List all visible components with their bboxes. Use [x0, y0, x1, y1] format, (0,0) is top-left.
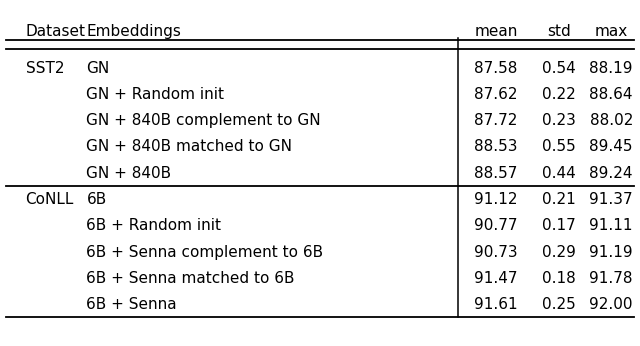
Text: 88.64: 88.64 — [589, 87, 633, 102]
Text: 88.57: 88.57 — [474, 166, 518, 181]
Text: 0.44: 0.44 — [542, 166, 575, 181]
Text: GN + Random init: GN + Random init — [86, 87, 225, 102]
Text: 89.45: 89.45 — [589, 139, 633, 154]
Text: 91.37: 91.37 — [589, 192, 633, 207]
Text: 0.21: 0.21 — [542, 192, 575, 207]
Text: 91.11: 91.11 — [589, 218, 633, 233]
Text: 89.24: 89.24 — [589, 166, 633, 181]
Text: 90.77: 90.77 — [474, 218, 518, 233]
Text: Embeddings: Embeddings — [86, 24, 181, 39]
Text: 0.23: 0.23 — [542, 113, 575, 128]
Text: 88.02: 88.02 — [589, 113, 633, 128]
Text: 90.73: 90.73 — [474, 245, 518, 260]
Text: 6B: 6B — [86, 192, 107, 207]
Text: GN + 840B matched to GN: GN + 840B matched to GN — [86, 139, 292, 154]
Text: 6B + Senna: 6B + Senna — [86, 297, 177, 312]
Text: 0.17: 0.17 — [542, 218, 575, 233]
Text: 0.29: 0.29 — [542, 245, 575, 260]
Text: 6B + Senna matched to 6B: 6B + Senna matched to 6B — [86, 271, 295, 286]
Text: 88.53: 88.53 — [474, 139, 518, 154]
Text: 87.58: 87.58 — [474, 61, 518, 75]
Text: Dataset: Dataset — [26, 24, 86, 39]
Text: 0.54: 0.54 — [542, 61, 575, 75]
Text: 91.47: 91.47 — [474, 271, 518, 286]
Text: 91.78: 91.78 — [589, 271, 633, 286]
Text: 6B + Random init: 6B + Random init — [86, 218, 221, 233]
Text: 87.62: 87.62 — [474, 87, 518, 102]
Text: max: max — [595, 24, 628, 39]
Text: 87.72: 87.72 — [474, 113, 518, 128]
Text: 91.61: 91.61 — [474, 297, 518, 312]
Text: GN + 840B: GN + 840B — [86, 166, 172, 181]
Text: GN + 840B complement to GN: GN + 840B complement to GN — [86, 113, 321, 128]
Text: 0.55: 0.55 — [542, 139, 575, 154]
Text: 91.19: 91.19 — [589, 245, 633, 260]
Text: mean: mean — [474, 24, 518, 39]
Text: SST2: SST2 — [26, 61, 64, 75]
Text: 0.18: 0.18 — [542, 271, 575, 286]
Text: CoNLL: CoNLL — [26, 192, 74, 207]
Text: 0.25: 0.25 — [542, 297, 575, 312]
Text: 0.22: 0.22 — [542, 87, 575, 102]
Text: 6B + Senna complement to 6B: 6B + Senna complement to 6B — [86, 245, 324, 260]
Text: std: std — [547, 24, 571, 39]
Text: 88.19: 88.19 — [589, 61, 633, 75]
Text: 91.12: 91.12 — [474, 192, 518, 207]
Text: 92.00: 92.00 — [589, 297, 633, 312]
Text: GN: GN — [86, 61, 109, 75]
